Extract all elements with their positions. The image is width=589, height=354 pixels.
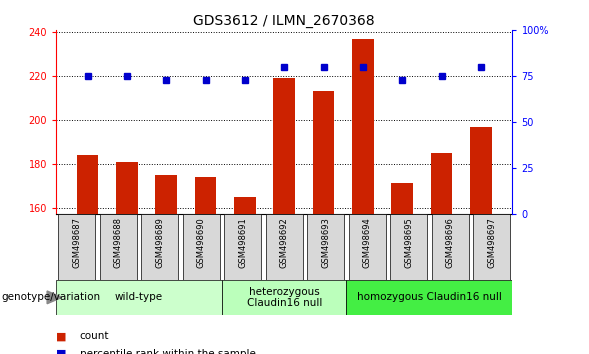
Text: GSM498697: GSM498697 [487, 217, 496, 268]
Text: GSM498688: GSM498688 [114, 217, 123, 268]
Text: homozygous Claudin16 null: homozygous Claudin16 null [357, 292, 502, 302]
Text: percentile rank within the sample: percentile rank within the sample [80, 349, 256, 354]
Bar [431, 153, 452, 214]
Bar [183, 214, 220, 280]
Text: heterozygous
Claudin16 null: heterozygous Claudin16 null [247, 286, 322, 308]
Text: GSM498693: GSM498693 [321, 217, 330, 268]
Text: GSM498696: GSM498696 [446, 217, 455, 268]
Bar [234, 196, 256, 214]
Bar [155, 175, 177, 214]
Bar [100, 214, 137, 280]
Bar [432, 214, 469, 280]
Text: GSM498687: GSM498687 [72, 217, 81, 268]
Text: GSM498692: GSM498692 [280, 217, 289, 268]
Bar [141, 214, 178, 280]
Bar [273, 78, 295, 214]
Text: GSM498694: GSM498694 [363, 217, 372, 268]
Bar [77, 155, 98, 214]
Text: GSM498690: GSM498690 [197, 217, 206, 268]
Bar [470, 126, 492, 214]
Bar [224, 214, 262, 280]
Bar [349, 214, 386, 280]
Bar [313, 91, 335, 214]
Bar [307, 214, 345, 280]
Bar [56, 280, 222, 315]
Text: GSM498689: GSM498689 [155, 217, 164, 268]
Text: count: count [80, 331, 109, 341]
Bar [390, 214, 428, 280]
Bar [195, 177, 216, 214]
Title: GDS3612 / ILMN_2670368: GDS3612 / ILMN_2670368 [193, 14, 375, 28]
Polygon shape [47, 291, 62, 304]
Bar [222, 280, 346, 315]
Bar [473, 214, 510, 280]
Bar [346, 280, 512, 315]
Bar [58, 214, 95, 280]
Bar [391, 183, 413, 214]
Bar [116, 161, 138, 214]
Text: ■: ■ [56, 331, 67, 341]
Text: wild-type: wild-type [115, 292, 163, 302]
Text: genotype/variation: genotype/variation [1, 292, 100, 302]
Text: ■: ■ [56, 349, 67, 354]
Bar [266, 214, 303, 280]
Text: GSM498691: GSM498691 [238, 217, 247, 268]
Bar [352, 39, 373, 214]
Text: GSM498695: GSM498695 [404, 217, 413, 268]
